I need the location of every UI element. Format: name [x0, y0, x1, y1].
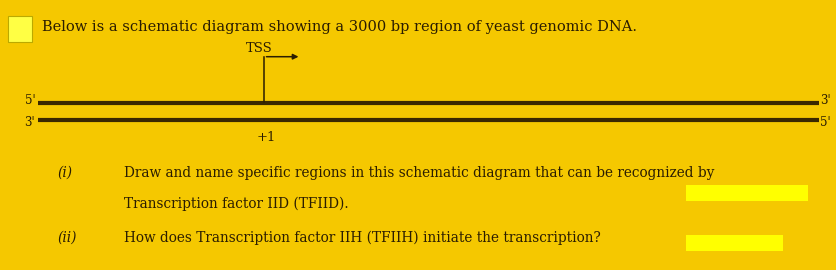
- Text: (ii): (ii): [57, 231, 76, 245]
- Text: TSS: TSS: [246, 42, 273, 55]
- Text: +1: +1: [256, 131, 276, 144]
- Text: 5': 5': [819, 116, 830, 129]
- Bar: [686, 185, 807, 201]
- Text: 3': 3': [24, 116, 35, 129]
- Text: How does Transcription factor IIH (TFIIH) initiate the transcription?: How does Transcription factor IIH (TFIIH…: [124, 230, 600, 245]
- Text: Transcription factor IID (TFIID).: Transcription factor IID (TFIID).: [124, 197, 348, 211]
- Text: Below is a schematic diagram showing a 3000 bp region of yeast genomic DNA.: Below is a schematic diagram showing a 3…: [42, 20, 636, 34]
- Text: 3': 3': [819, 94, 830, 107]
- Bar: [8, 16, 32, 42]
- Text: 5': 5': [24, 94, 35, 107]
- Text: (i): (i): [57, 166, 72, 180]
- Bar: [686, 235, 782, 251]
- Text: Draw and name specific regions in this schematic diagram that can be recognized : Draw and name specific regions in this s…: [124, 166, 713, 180]
